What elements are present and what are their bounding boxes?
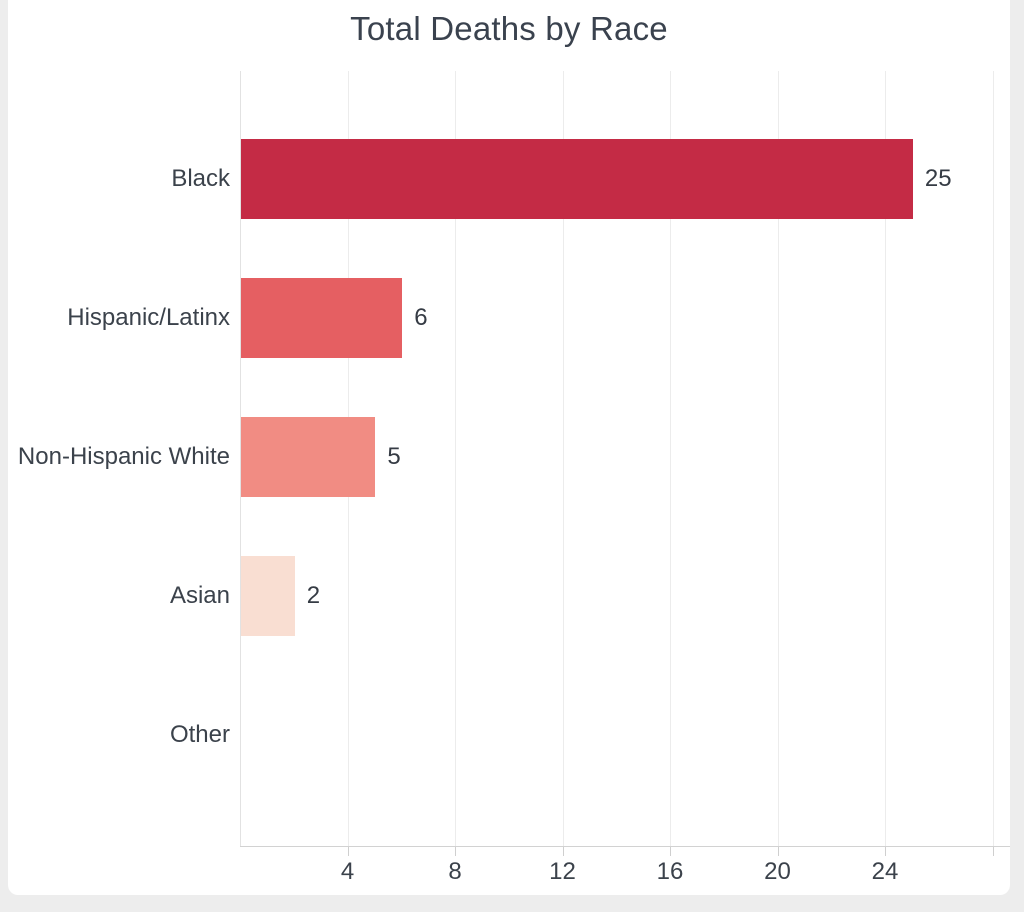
category-label: Black <box>171 164 230 192</box>
bar-row: Black 25 <box>8 109 1010 248</box>
x-axis-tick <box>885 847 886 856</box>
x-axis-tick-label: 24 <box>871 858 899 885</box>
x-axis-tick-label: 4 <box>340 858 355 885</box>
category-label: Other <box>169 720 230 748</box>
category-label: Non-Hispanic White <box>17 442 230 470</box>
chart-card: Total Deaths by Race Black 25 Hispanic/Lat… <box>8 0 1010 895</box>
x-axis-tick-label: 20 <box>764 858 791 885</box>
bar-value-label: 6 <box>414 303 428 331</box>
x-axis-tick-label: 12 <box>549 858 576 885</box>
bar-value-label: 2 <box>306 581 321 609</box>
bar-row: Hispanic/Latinx 6 <box>8 248 1010 387</box>
bar[interactable] <box>241 138 913 219</box>
bar-value-label: 5 <box>387 442 401 470</box>
bar[interactable] <box>241 277 403 358</box>
gridline <box>777 71 779 846</box>
bar-row: Asian 2 <box>8 526 1010 665</box>
chart-title: Total Deaths by Race <box>350 10 668 47</box>
x-axis-tick <box>777 847 779 856</box>
category-label: Asian <box>169 581 230 609</box>
x-axis-line <box>240 846 1010 847</box>
bar-row: Other <box>8 665 1010 804</box>
x-axis-tick <box>347 847 349 856</box>
x-axis-tick-label: 8 <box>448 858 462 885</box>
gridline <box>455 71 456 846</box>
x-axis-tick <box>670 847 671 856</box>
x-axis-tick <box>992 847 994 856</box>
gridline <box>670 71 671 846</box>
x-axis-tick-label: 16 <box>656 858 684 885</box>
gridline <box>992 71 994 846</box>
gridline <box>562 71 564 846</box>
bar-row: Non-Hispanic White 5 <box>8 387 1010 526</box>
x-axis-tick <box>562 847 564 856</box>
gridline <box>885 71 886 846</box>
bar[interactable] <box>241 555 295 636</box>
y-axis-line <box>240 71 241 846</box>
category-label: Hispanic/Latinx <box>67 303 230 331</box>
bar[interactable] <box>241 416 376 497</box>
x-axis-tick <box>455 847 456 856</box>
bar-value-label: 25 <box>924 164 952 192</box>
